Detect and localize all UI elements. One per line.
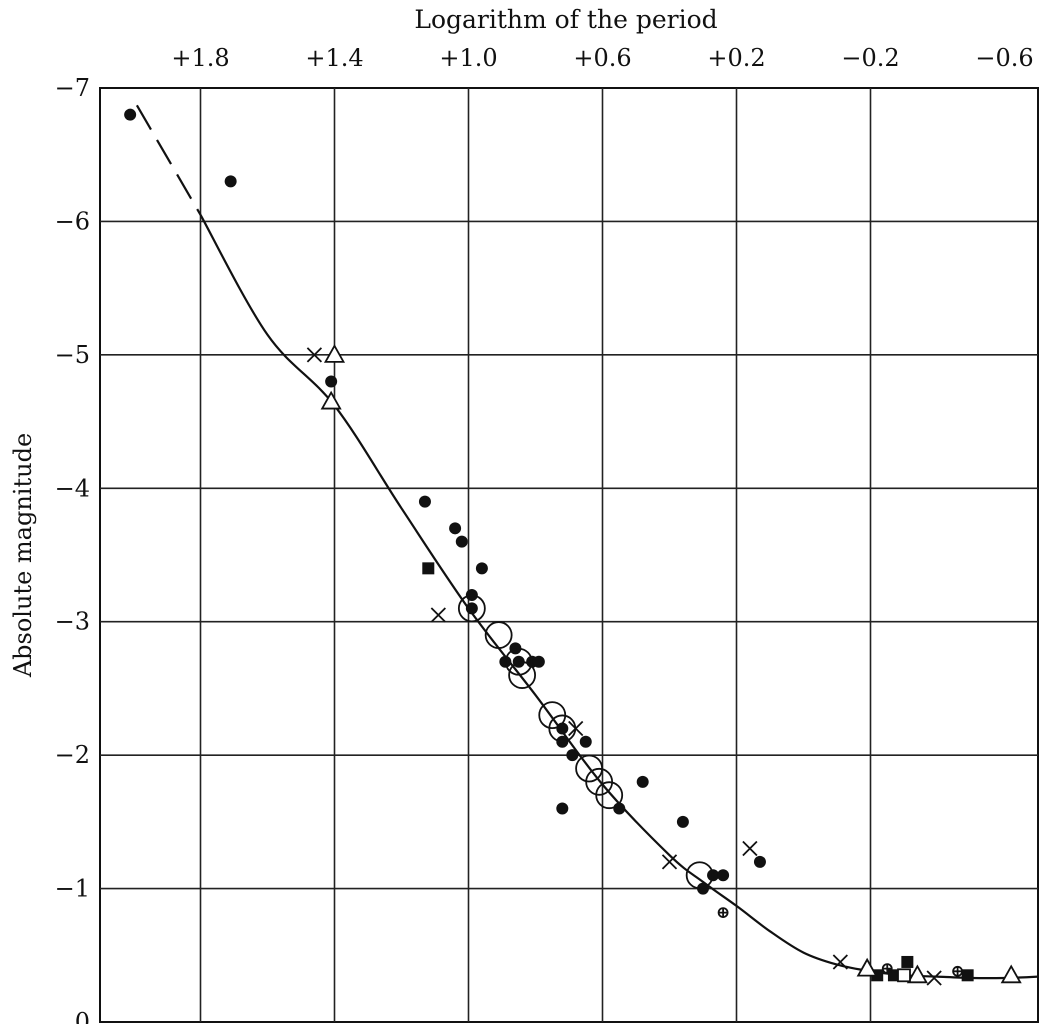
y-tick-label: −5 bbox=[55, 341, 90, 369]
marker-layer bbox=[124, 108, 1022, 986]
data-point-open-square bbox=[897, 968, 911, 983]
data-point-open-circle bbox=[457, 594, 486, 623]
data-point-open-triangle bbox=[856, 957, 878, 977]
data-point-open-triangle bbox=[320, 390, 342, 410]
data-point-open-circle bbox=[595, 781, 624, 810]
chart-title: Logarithm of the period bbox=[414, 5, 717, 34]
data-point-filled-circle bbox=[465, 602, 478, 615]
data-point-open-circle bbox=[685, 861, 714, 890]
y-axis-label: Absolute magnitude bbox=[9, 433, 37, 678]
fit-curve-solid bbox=[199, 214, 1039, 980]
data-point-filled-square bbox=[901, 955, 914, 968]
data-point-filled-circle bbox=[556, 802, 569, 815]
data-point-cross bbox=[430, 607, 446, 623]
data-point-filled-circle bbox=[566, 749, 579, 762]
y-tick-label: −1 bbox=[55, 875, 90, 903]
y-tick-label: −6 bbox=[55, 207, 90, 235]
data-point-cross bbox=[661, 854, 678, 870]
y-tick-label: −7 bbox=[55, 74, 90, 102]
x-tick-label: +1.8 bbox=[171, 44, 229, 72]
y-tick-label: 0 bbox=[75, 1008, 90, 1024]
data-point-open-circle bbox=[484, 621, 513, 649]
tick-label-layer: +1.8 +1.4 +1.0 +0.6 +0.2 −0.2 −0.6 −7 −6 −5 −4 −3 −2… bbox=[55, 44, 1034, 1024]
data-point-open-triangle bbox=[323, 344, 346, 363]
data-point-open-circle bbox=[548, 714, 577, 743]
data-point-open-triangle bbox=[906, 964, 928, 984]
x-tick-label: −0.6 bbox=[975, 44, 1033, 72]
x-tick-label: −0.2 bbox=[841, 44, 899, 72]
data-point-cross bbox=[568, 720, 584, 737]
data-point-circle-plus bbox=[952, 965, 964, 977]
fit-curve-layer bbox=[135, 104, 1039, 980]
data-point-filled-circle bbox=[636, 775, 649, 788]
fit-curve-dashed bbox=[135, 104, 202, 216]
plot-frame bbox=[99, 87, 1039, 1023]
data-point-open-circle bbox=[504, 647, 533, 676]
data-point-cross bbox=[832, 954, 848, 970]
data-point-cross bbox=[306, 347, 323, 363]
y-tick-label: −2 bbox=[55, 741, 90, 769]
x-tick-label: +1.0 bbox=[439, 44, 497, 72]
data-point-filled-circle bbox=[124, 108, 137, 121]
data-point-filled-circle bbox=[532, 655, 545, 668]
x-tick-label: +1.4 bbox=[305, 44, 363, 72]
grid-layer bbox=[99, 87, 1039, 1023]
y-tick-label: −4 bbox=[55, 474, 90, 502]
x-tick-label: +0.6 bbox=[573, 44, 631, 72]
data-point-filled-circle bbox=[579, 735, 592, 748]
data-point-open-circle bbox=[508, 661, 536, 689]
data-point-filled-circle bbox=[325, 375, 338, 388]
data-point-cross bbox=[926, 970, 942, 986]
data-point-circle-plus bbox=[881, 963, 893, 975]
data-point-filled-circle bbox=[418, 495, 431, 508]
data-point-open-triangle bbox=[1000, 964, 1022, 984]
data-point-filled-circle bbox=[717, 869, 730, 882]
data-point-filled-circle bbox=[224, 175, 237, 188]
data-point-filled-circle bbox=[753, 855, 766, 868]
data-point-filled-square bbox=[422, 562, 435, 575]
data-point-filled-square bbox=[961, 969, 974, 982]
data-point-circle-plus bbox=[717, 907, 729, 918]
data-point-filled-circle bbox=[475, 562, 488, 575]
y-tick-label: −3 bbox=[55, 608, 90, 636]
data-point-filled-circle bbox=[455, 535, 468, 548]
data-point-cross bbox=[742, 840, 758, 857]
data-point-filled-circle bbox=[676, 815, 689, 828]
x-tick-label: +0.2 bbox=[707, 44, 765, 72]
data-point-filled-circle bbox=[449, 522, 462, 535]
